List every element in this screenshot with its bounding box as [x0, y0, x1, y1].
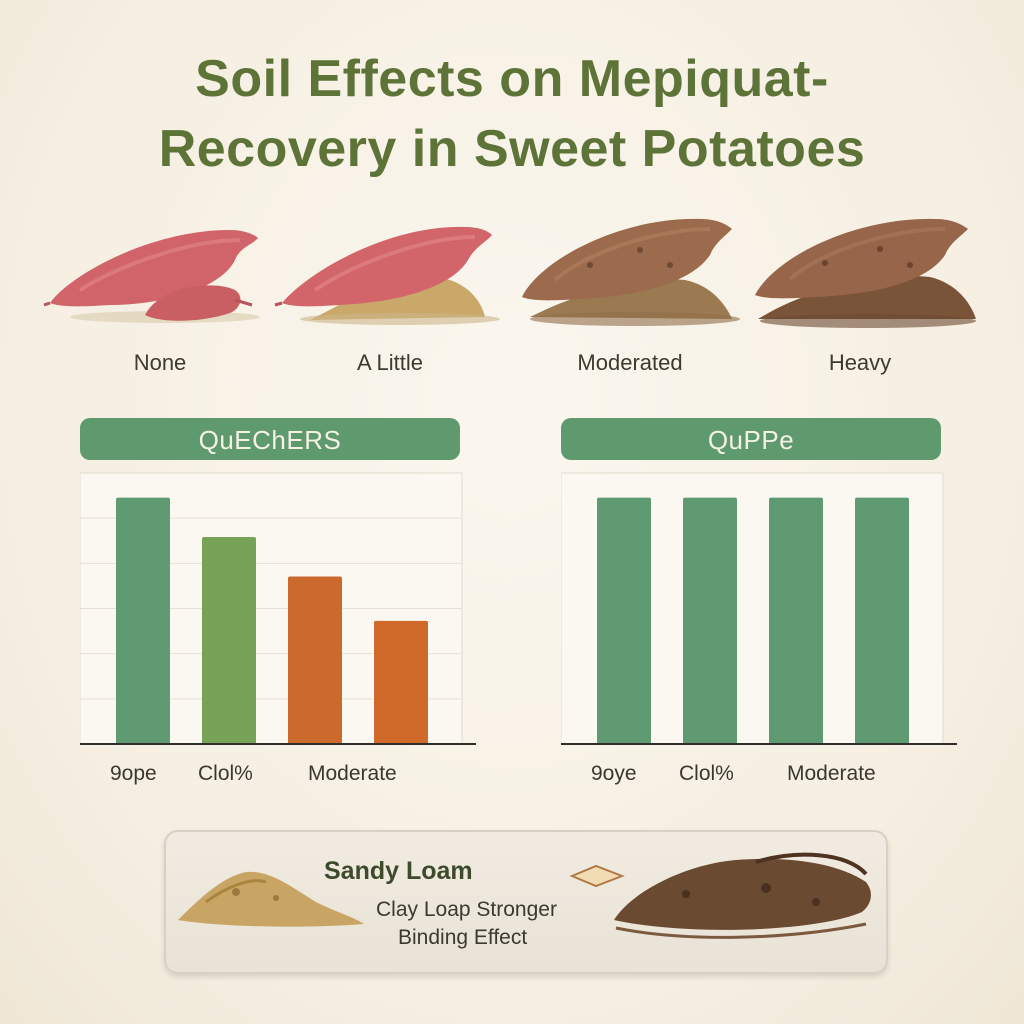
soil-type-legend: Sandy Loam Clay Loap Stronger Binding Ef… — [164, 830, 888, 974]
potato-label-none: None — [133, 350, 187, 375]
sandy-soil-pile — [178, 871, 364, 927]
potato-little-illustration — [274, 226, 500, 325]
potato-none: None — [40, 205, 280, 385]
potato-label-heavy: Heavy — [828, 350, 892, 375]
potato-none-illustration — [43, 230, 260, 323]
category-label: Moderate — [308, 762, 397, 785]
potato-moderate-illustration — [522, 218, 740, 326]
bar — [202, 537, 256, 744]
chart-quppe: QuPPe 9oye Clol% Moderate — [561, 418, 961, 798]
legend-clay-line-2: Binding Effect — [398, 926, 528, 949]
bar — [116, 497, 170, 744]
chart-quechers-plot — [80, 472, 476, 745]
soil-level-row: None A Little Moderated — [0, 205, 1024, 395]
chart-title-quppe: QuPPe — [561, 418, 941, 460]
category-label: Moderate — [787, 762, 876, 785]
chart-quechers: QuEChERS 9ope Clol% Moderate — [80, 418, 480, 798]
title-line-2: Recovery in Sweet Potatoes — [158, 120, 866, 178]
potato-little: A Little — [270, 205, 510, 385]
bar — [855, 497, 909, 744]
category-label: 9ope — [110, 762, 157, 785]
chart-quppe-plot — [561, 472, 957, 745]
title-line-1: Soil Effects on Mepiquat- — [195, 50, 829, 108]
potato-heavy: Heavy — [740, 205, 980, 385]
legend-sandy-loam: Sandy Loam — [324, 857, 473, 885]
page-title: Soil Effects on Mepiquat- Recovery in Sw… — [0, 44, 1024, 184]
category-label: 9oye — [591, 762, 637, 785]
bar — [597, 497, 651, 744]
clay-soil-pile — [614, 852, 871, 939]
bar — [288, 576, 342, 744]
diamond-icon — [569, 864, 625, 888]
potato-heavy-illustration — [755, 218, 976, 328]
category-label: Clol% — [198, 762, 253, 785]
potato-moderate: Moderated — [510, 205, 750, 385]
potato-label-a-little: A Little — [356, 350, 424, 375]
category-label: Clol% — [679, 762, 734, 785]
bar — [769, 497, 823, 744]
bar — [374, 620, 428, 744]
soil-illustrations — [178, 852, 871, 939]
chart-title-quechers: QuEChERS — [80, 418, 460, 460]
legend-clay-line-1: Clay Loap Stronger — [376, 898, 557, 921]
bar — [683, 497, 737, 744]
potato-label-moderated: Moderated — [577, 350, 683, 375]
